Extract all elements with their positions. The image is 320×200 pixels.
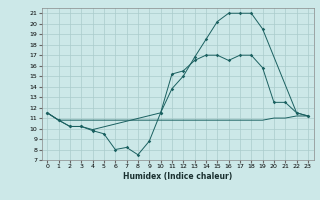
X-axis label: Humidex (Indice chaleur): Humidex (Indice chaleur)	[123, 172, 232, 181]
